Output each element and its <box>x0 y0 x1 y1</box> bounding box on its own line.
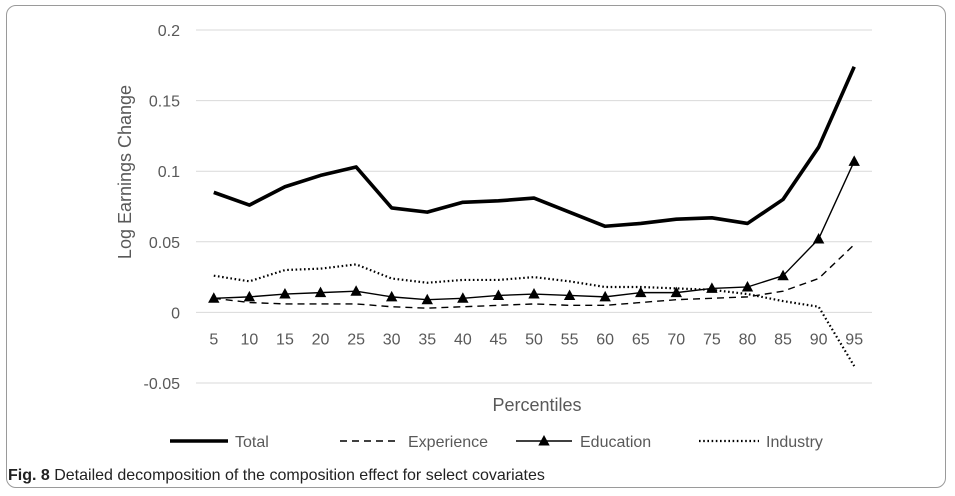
x-tick-label: 25 <box>347 331 365 348</box>
x-tick-label: 35 <box>418 331 436 348</box>
y-axis-ticks: -0.05 0 0.05 0.1 0.15 0.2 <box>144 23 181 393</box>
education-marker <box>350 285 362 296</box>
education-marker <box>563 289 576 300</box>
chart-frame <box>6 5 946 488</box>
legend-label-total: Total <box>235 434 269 451</box>
legend-label-industry: Industry <box>766 434 823 451</box>
y-tick-label: 0.1 <box>158 164 180 181</box>
x-tick-label: 65 <box>632 331 650 348</box>
education-marker <box>421 293 433 305</box>
legend-label-experience: Experience <box>408 434 488 451</box>
y-tick-label: -0.05 <box>144 376 181 393</box>
x-tick-label: 45 <box>490 331 508 348</box>
education-marker <box>279 288 291 299</box>
education-marker <box>314 286 327 298</box>
education-marker <box>457 292 469 303</box>
legend-label-education: Education <box>580 434 651 451</box>
series-line-education <box>213 161 855 301</box>
x-tick-label: 95 <box>845 331 863 348</box>
x-tick-label: 40 <box>454 331 472 348</box>
education-marker <box>208 292 220 303</box>
figure-caption-text: Detailed decomposition of the compositio… <box>49 467 545 484</box>
x-tick-label: 55 <box>561 331 579 348</box>
figure-caption-label: Fig. 8 <box>8 467 50 484</box>
education-marker <box>706 282 718 293</box>
x-tick-label: 10 <box>240 331 258 348</box>
x-tick-label: 80 <box>739 331 757 348</box>
education-marker <box>741 280 754 292</box>
gridlines <box>196 29 872 384</box>
legend: Total Experience Education Industry <box>170 434 823 451</box>
series-line-experience <box>213 244 855 309</box>
y-tick-label: 0.05 <box>149 235 180 252</box>
y-tick-label: 0.15 <box>149 94 180 111</box>
x-tick-label: 15 <box>276 331 294 348</box>
series-lines <box>208 65 860 367</box>
legend-marker <box>538 435 550 446</box>
x-tick-label: 30 <box>383 331 401 348</box>
education-marker <box>635 286 647 298</box>
education-marker <box>528 288 540 299</box>
y-tick-label: 0 <box>171 305 180 322</box>
education-marker <box>670 286 683 298</box>
education-marker <box>385 290 398 302</box>
series-line-industry <box>213 263 856 367</box>
x-tick-label: 20 <box>312 331 330 348</box>
education-marker <box>777 269 789 281</box>
x-tick-label: 5 <box>209 331 218 348</box>
education-marker <box>812 232 825 244</box>
series-line-total <box>213 65 856 229</box>
x-tick-label: 70 <box>667 331 685 348</box>
education-marker <box>599 290 611 302</box>
education-marker <box>848 155 860 166</box>
y-axis-title: Log Earnings Change <box>115 85 135 259</box>
x-tick-label: 90 <box>810 331 828 348</box>
y-tick-label: 0.2 <box>158 23 180 40</box>
x-tick-label: 60 <box>596 331 614 348</box>
x-tick-label: 75 <box>703 331 721 348</box>
x-axis-title: Percentiles <box>492 395 581 415</box>
education-marker <box>243 290 256 302</box>
education-marker <box>492 289 505 300</box>
x-tick-label: 85 <box>774 331 792 348</box>
x-tick-label: 50 <box>525 331 543 348</box>
x-axis-ticks: 5 10 15 20 25 30 35 40 45 50 55 60 65 70 75 80 85 90 95 <box>209 331 863 348</box>
figure-caption: Fig. 8 Detailed decomposition of the com… <box>8 467 545 485</box>
